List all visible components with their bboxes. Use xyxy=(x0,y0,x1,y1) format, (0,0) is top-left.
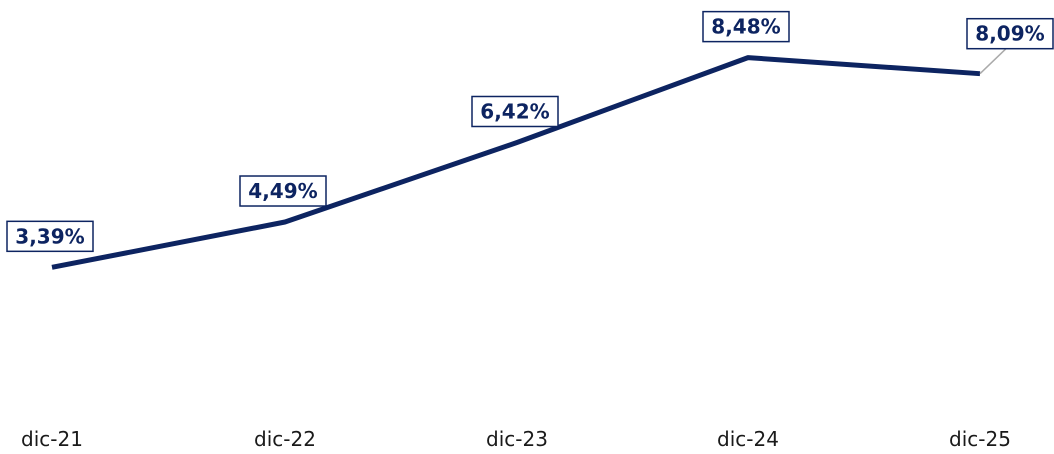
x-tick-label: dic-23 xyxy=(486,427,548,451)
value-label: 6,42% xyxy=(480,99,549,123)
value-label-box xyxy=(702,10,790,43)
value-label-box xyxy=(966,17,1054,50)
x-tick-label: dic-25 xyxy=(949,427,1011,451)
value-label-box xyxy=(239,175,327,207)
x-tick-label: dic-22 xyxy=(254,427,316,451)
value-label: 8,48% xyxy=(711,15,780,39)
value-label-box xyxy=(471,95,559,128)
x-tick-label: dic-24 xyxy=(717,427,779,451)
line xyxy=(51,55,981,270)
value-label: 8,09% xyxy=(975,22,1044,46)
value-label-box xyxy=(6,220,94,253)
x-tick-label: dic-21 xyxy=(21,427,83,451)
value-label: 3,39% xyxy=(15,224,84,248)
leader-line xyxy=(979,48,1007,75)
value-label: 4,49% xyxy=(248,179,317,203)
